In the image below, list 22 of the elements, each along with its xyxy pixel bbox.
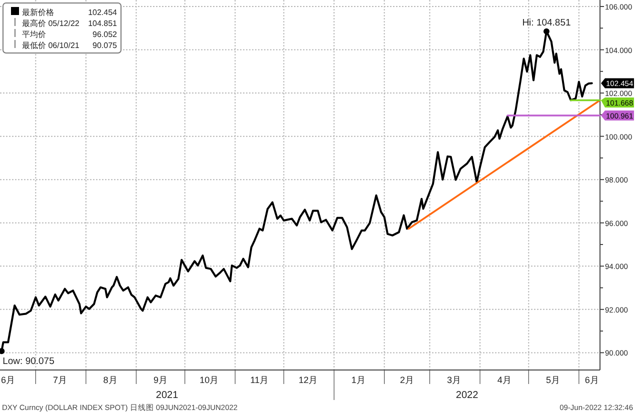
- x-tick-label: 1月: [351, 375, 366, 385]
- x-tick-label: 4月: [497, 375, 512, 385]
- x-tick-label: 9月: [154, 375, 168, 385]
- legend-label: 最新价格: [22, 8, 54, 17]
- text: 2021: [156, 390, 179, 401]
- x-tick-label: 11月: [250, 375, 269, 385]
- text: 102.454: [88, 8, 117, 17]
- annotation: Low: 90.075: [2, 356, 54, 368]
- annotation: 最高价 05/12/22 104.851: [22, 19, 118, 28]
- x-tick-label: 7月: [52, 375, 68, 385]
- x-tick-label: 5月: [546, 375, 560, 385]
- x-tick-label: 3月: [447, 375, 462, 385]
- x-tick-label: 6月: [584, 375, 599, 385]
- x-tick-label: 2月: [400, 375, 414, 385]
- text: 2022: [456, 390, 479, 401]
- x-tick-label: 12月: [298, 375, 318, 385]
- x-tick-label: 8月: [103, 375, 118, 385]
- text: 平均价 96.052: [22, 30, 117, 39]
- text: 最低价 06/10/21 90.075: [22, 41, 117, 50]
- annotation: Hi: 104.851: [522, 17, 571, 28]
- x-tick-label: 6月: [1, 375, 16, 385]
- x-tick-label: 10月: [200, 375, 219, 385]
